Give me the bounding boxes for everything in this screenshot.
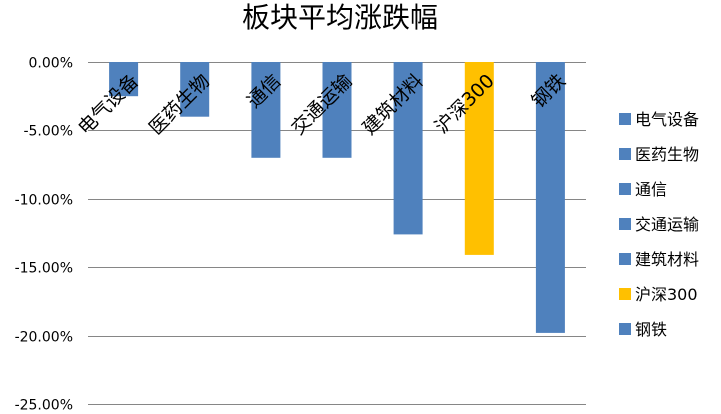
category-labels: 电气设备 医药生物 通信 交通运输 建筑材料 沪深300 钢铁: [74, 70, 570, 139]
bar: [251, 62, 281, 158]
legend-label: 建筑材料: [635, 250, 699, 269]
bar: [464, 62, 494, 255]
legend-swatch: [619, 113, 631, 125]
legend-swatch: [619, 253, 631, 265]
legend-swatch: [619, 323, 631, 335]
bar: [393, 62, 423, 235]
legend-label: 钢铁: [635, 320, 667, 339]
legend-label: 沪深300: [635, 285, 698, 304]
y-tick-label: -20.00%: [15, 330, 73, 346]
gridlines: [88, 62, 586, 405]
legend-swatch: [619, 218, 631, 230]
legend-swatch: [619, 288, 631, 300]
y-axis-ticks: 0.00% -5.00% -10.00% -15.00% -20.00% -25.00%: [15, 56, 73, 414]
chart-title: 板块平均涨跌幅: [242, 1, 438, 34]
y-tick-label: -15.00%: [15, 261, 73, 277]
y-tick-label: 0.00%: [29, 56, 73, 72]
y-tick-label: -10.00%: [15, 193, 73, 209]
y-tick-label: -25.00%: [15, 398, 73, 411]
legend-swatch: [619, 148, 631, 160]
bar: [180, 62, 210, 117]
bar: [322, 62, 352, 158]
legend-label: 通信: [635, 180, 667, 199]
bars: [109, 62, 565, 333]
category-label: 电气设备: [74, 70, 143, 139]
legend-label: 医药生物: [635, 145, 699, 164]
bar: [535, 62, 565, 333]
legend-label: 交通运输: [635, 215, 699, 234]
y-tick-label: -5.00%: [23, 124, 73, 140]
bar: [109, 62, 139, 97]
legend-label: 电气设备: [635, 110, 699, 129]
legend-swatch: [619, 183, 631, 195]
